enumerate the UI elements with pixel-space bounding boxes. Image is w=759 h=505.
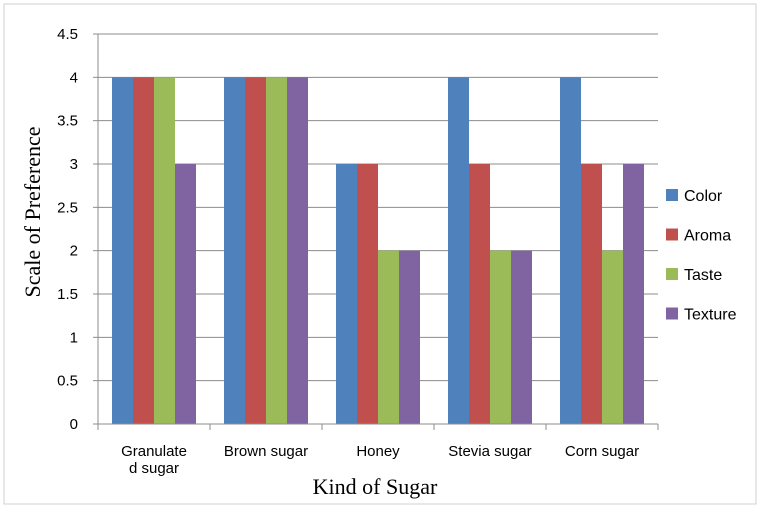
bar-texture xyxy=(623,164,644,424)
x-tick-label: Brown sugar xyxy=(224,443,308,460)
bar-color xyxy=(560,77,581,424)
x-tick-label: Honey xyxy=(356,443,400,460)
y-tick-label: 3 xyxy=(70,156,78,173)
legend-swatch-taste xyxy=(666,268,678,280)
legend-label-color: Color xyxy=(684,188,723,205)
y-tick-label: 3.5 xyxy=(57,113,78,130)
y-tick-label: 4 xyxy=(70,69,78,86)
legend-label-taste: Taste xyxy=(684,267,722,284)
x-tick-label: d sugar xyxy=(129,460,179,477)
chart-border xyxy=(3,3,757,505)
bar-color xyxy=(336,164,357,424)
legend-swatch-texture xyxy=(666,307,678,320)
bar-taste xyxy=(602,250,623,424)
y-tick-label: 2.5 xyxy=(57,199,78,216)
bar-aroma xyxy=(581,164,602,424)
x-tick-label: Stevia sugar xyxy=(448,443,531,460)
x-axis-title: Kind of Sugar xyxy=(313,474,438,499)
bar-color xyxy=(112,77,133,424)
bar-aroma xyxy=(469,164,490,424)
legend-swatch-aroma xyxy=(666,228,678,241)
bar-taste xyxy=(378,250,399,424)
y-tick-label: 1.5 xyxy=(57,286,78,303)
bar-taste xyxy=(490,250,511,424)
bar-texture xyxy=(399,250,420,424)
bar-texture xyxy=(511,250,532,424)
bar-aroma xyxy=(133,77,154,424)
axes xyxy=(93,33,659,430)
bar-taste xyxy=(266,77,287,424)
legend-swatch-color xyxy=(666,189,678,201)
y-tick-label: 0.5 xyxy=(57,373,78,390)
bar-aroma xyxy=(245,77,266,424)
legend: Color Aroma Taste Texture xyxy=(666,188,737,324)
y-axis-title: Scale of Preference xyxy=(20,126,45,297)
bar-texture xyxy=(287,77,308,424)
bar-taste xyxy=(154,77,175,424)
bars xyxy=(112,77,644,424)
y-tick-labels: 0 0.5 1 1.5 2 2.5 3 3.5 4 4.5 xyxy=(57,26,78,433)
bar-color xyxy=(448,77,469,424)
y-tick-label: 1 xyxy=(70,329,78,346)
legend-label-texture: Texture xyxy=(684,307,737,324)
x-tick-label: Granulate xyxy=(121,443,187,460)
y-tick-label: 2 xyxy=(70,243,78,260)
legend-label-aroma: Aroma xyxy=(684,228,731,245)
bar-color xyxy=(224,77,245,424)
y-tick-label: 0 xyxy=(70,416,78,433)
bar-aroma xyxy=(357,164,378,424)
y-tick-label: 4.5 xyxy=(57,26,78,43)
x-tick-label: Corn sugar xyxy=(565,443,639,460)
bar-texture xyxy=(175,164,196,424)
